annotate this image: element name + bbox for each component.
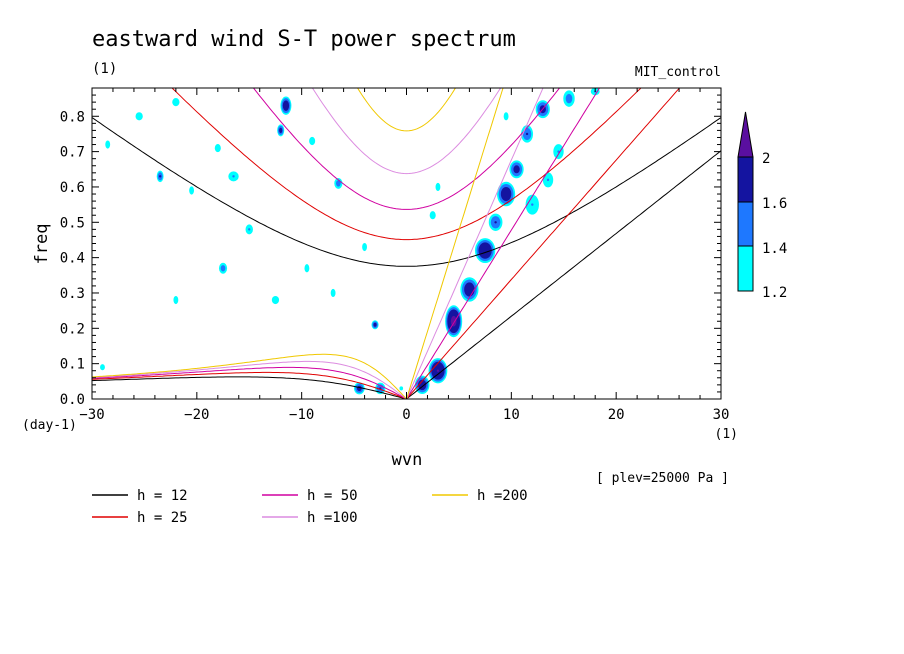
power-contour-37-level-0 [100,364,105,371]
kelvin-curve-100 [406,88,544,399]
colorbar-label: 2 [762,151,770,167]
power-contour-6-level-2 [513,165,520,174]
y-tick-label: 0.8 [60,109,85,125]
x-unit-label: (1) [715,427,738,442]
chart-subtitle-left: (1) [92,61,117,77]
power-contour-26-level-0 [172,98,180,107]
power-contour-3-level-2 [464,282,475,297]
x-tick-label: 10 [503,407,520,423]
kelvin-curve-25 [406,88,681,399]
power-contour-1-level-3 [436,369,440,372]
power-contour-21-level-2 [158,175,162,178]
power-contour-16-level-2 [373,322,377,327]
y-tick-label: 0.3 [60,286,85,302]
rossby-curve-100 [92,360,407,399]
gravity-curve-50 [252,88,561,210]
rossby-curve-50 [92,366,407,399]
x-tick-label: 0 [402,407,410,423]
legend-label: h =100 [307,510,358,526]
colorbar-box-2 [737,156,754,203]
power-contour-20-level-1 [248,228,251,231]
power-contour-4-level-2 [478,242,492,259]
y-axis: 0.0 0.1 0.2 0.3 0.4 0.5 0.6 0.7 0.8 [60,87,721,408]
x-tick-label: 20 [608,407,625,423]
colorbar-box-1 [737,201,754,247]
power-contour-5-level-2 [500,186,512,202]
y-tick-label: 0.7 [60,145,85,161]
y-tick-label: 0.2 [60,321,85,337]
power-contour-10-level-1 [565,93,573,104]
chart-subtitle-right: MIT_control [635,65,721,80]
rossby-curve-25 [92,371,407,399]
gravity-curve-12 [92,117,721,267]
colorbar-label: 1.2 [762,285,787,301]
power-contour-27-level-0 [214,143,221,153]
y-tick-label: 0.4 [60,251,85,267]
power-contour-14-level-2 [356,385,362,392]
legend: h = 12 h = 25 h = 50 h =100 h =200 [92,488,528,526]
power-contour-22-level-1 [220,265,226,272]
legend-label: h = 12 [137,488,188,504]
colorbar-label: 1.6 [762,196,787,212]
chart-title: eastward wind S-T power spectrum [92,27,516,52]
rossby-curve-12 [92,376,407,399]
gravity-curve-100 [311,88,502,175]
x-axis: −30 −20 −10 0 10 20 30 [79,88,729,423]
power-contour-38-level-0 [503,112,509,121]
y-axis-title: freq [32,224,52,265]
power-contour-12-level-1 [546,178,550,182]
power-contour-19-level-1 [232,175,235,178]
x-tick-label: −30 [79,407,104,423]
power-contour-36-level-0 [105,140,111,149]
power-contour-28-level-0 [189,186,195,195]
power-contour-8-level-2 [525,132,529,136]
power-contour-30-level-0 [173,295,179,305]
x-tick-label: 30 [713,407,730,423]
x-tick-label: −10 [289,407,314,423]
power-contour-0-level-3 [450,315,457,327]
y-unit-label: (day-1) [22,418,77,433]
kelvin-curve-200 [406,88,504,399]
power-contour-18-level-2 [279,127,283,134]
dispersion-curves [92,88,721,399]
power-contour-25-level-0 [135,112,143,121]
x-tick-label: −20 [184,407,209,423]
y-tick-label: 0.5 [60,215,85,231]
legend-label: h =200 [477,488,528,504]
gravity-curve-200 [356,88,457,132]
power-contour-34-level-0 [304,264,310,273]
power-contour-7-level-2 [494,221,497,224]
power-contour-33-level-0 [362,242,367,252]
colorbar-label: 1.4 [762,241,787,257]
rossby-curve-200 [92,353,407,399]
power-contour-17-level-2 [282,100,290,111]
power-contour-40-level-0 [399,386,404,391]
x-axis-title: wvn [392,450,423,470]
power-contour-2-level-2 [418,379,427,391]
legend-label: h = 25 [137,510,188,526]
power-contour-11-level-1 [531,203,534,206]
y-tick-label: 0.0 [60,392,85,408]
plot-frame [91,87,722,400]
y-tick-label: 0.1 [60,357,85,373]
colorbar: 1.2 1.4 1.6 2 [737,111,787,301]
legend-label: h = 50 [307,488,358,504]
colorbar-cap [737,111,754,158]
gravity-curve-25 [171,88,642,241]
power-contour-29-level-0 [271,295,280,305]
power-contours [100,88,600,395]
power-contour-32-level-0 [435,182,441,192]
power-contour-35-level-0 [330,288,336,298]
colorbar-box-0 [737,245,754,292]
kelvin-curve-12 [406,150,721,399]
y-tick-label: 0.6 [60,180,85,196]
power-contour-23-level-1 [336,180,341,187]
plev-annotation: [ plev=25000 Pa ] [596,471,729,486]
power-contour-24-level-0 [309,136,316,146]
kelvin-curve-50 [406,88,601,399]
power-contour-31-level-0 [429,211,436,220]
